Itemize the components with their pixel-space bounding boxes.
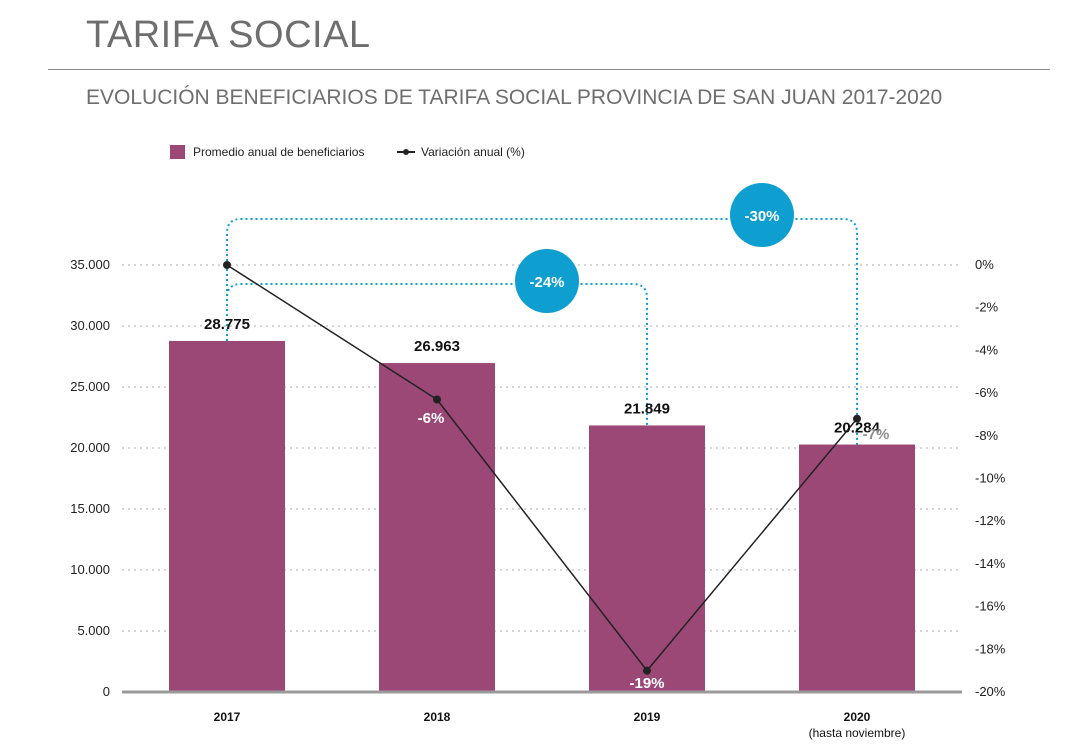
x-tick-label: 2017 xyxy=(214,710,241,724)
y-left-tick-label: 20.000 xyxy=(70,440,110,455)
bar-value-label: 26.963 xyxy=(414,338,460,355)
line-value-label: -6% xyxy=(418,410,445,427)
bar xyxy=(379,363,495,692)
annotation-bubble xyxy=(730,183,794,247)
bar-value-label: 21.849 xyxy=(624,400,670,417)
annotation-bracket xyxy=(226,218,858,445)
legend-item-bars: Promedio anual de beneficiarios xyxy=(170,145,364,159)
bar xyxy=(169,340,285,692)
y-right-tick-label: -20% xyxy=(975,684,1006,699)
y-right-tick-label: -2% xyxy=(975,300,999,315)
x-tick-sublabel: (hasta noviembre) xyxy=(809,726,906,740)
y-right-tick-label: -4% xyxy=(975,342,999,357)
y-right-tick-label: -6% xyxy=(975,385,999,400)
y-right-tick-label: -16% xyxy=(975,599,1006,614)
legend-line-label: Variación anual (%) xyxy=(421,145,525,159)
y-right-tick-label: -8% xyxy=(975,428,999,443)
line-marker-icon xyxy=(397,145,415,159)
x-tick-label: 2018 xyxy=(424,710,451,724)
bar-value-label: 20.284 xyxy=(834,420,881,437)
line-point xyxy=(853,414,861,423)
x-tick-label: 2020 xyxy=(844,710,871,724)
x-tick-label: 2019 xyxy=(634,710,661,724)
line-value-label: -19% xyxy=(629,675,664,692)
annotation-bracket xyxy=(226,283,648,426)
annotation-label: -30% xyxy=(744,208,779,225)
bar-swatch-icon xyxy=(170,145,185,159)
line-value-label: -7% xyxy=(863,426,890,443)
legend-bar-label: Promedio anual de beneficiarios xyxy=(193,145,365,159)
page-title: TARIFA SOCIAL xyxy=(86,14,371,56)
y-left-tick-label: 35.000 xyxy=(70,257,110,272)
legend-item-line: Variación anual (%) xyxy=(397,145,525,159)
y-left-tick-label: 5.000 xyxy=(77,623,110,638)
bar xyxy=(799,444,915,692)
line-point xyxy=(643,666,651,675)
annotation-bubble xyxy=(515,249,579,313)
line-point xyxy=(433,395,441,404)
title-divider xyxy=(48,69,1050,70)
y-left-tick-label: 0 xyxy=(103,684,110,699)
y-right-tick-label: -18% xyxy=(975,641,1006,656)
y-left-tick-label: 15.000 xyxy=(70,501,110,516)
y-right-tick-label: 0% xyxy=(975,257,994,272)
bar xyxy=(589,425,705,692)
y-right-tick-label: -14% xyxy=(975,556,1006,571)
chart-subtitle: EVOLUCIÓN BENEFICIARIOS DE TARIFA SOCIAL… xyxy=(86,86,943,109)
line-point xyxy=(223,261,231,269)
y-left-tick-label: 10.000 xyxy=(70,562,110,577)
bar-value-label: 28.775 xyxy=(204,316,250,333)
y-left-tick-label: 25.000 xyxy=(70,379,110,394)
y-left-tick-label: 30.000 xyxy=(70,318,110,333)
y-right-tick-label: -10% xyxy=(975,471,1006,486)
y-right-tick-label: -12% xyxy=(975,513,1006,528)
variation-line xyxy=(226,264,858,672)
annotation-label: -24% xyxy=(529,274,564,291)
